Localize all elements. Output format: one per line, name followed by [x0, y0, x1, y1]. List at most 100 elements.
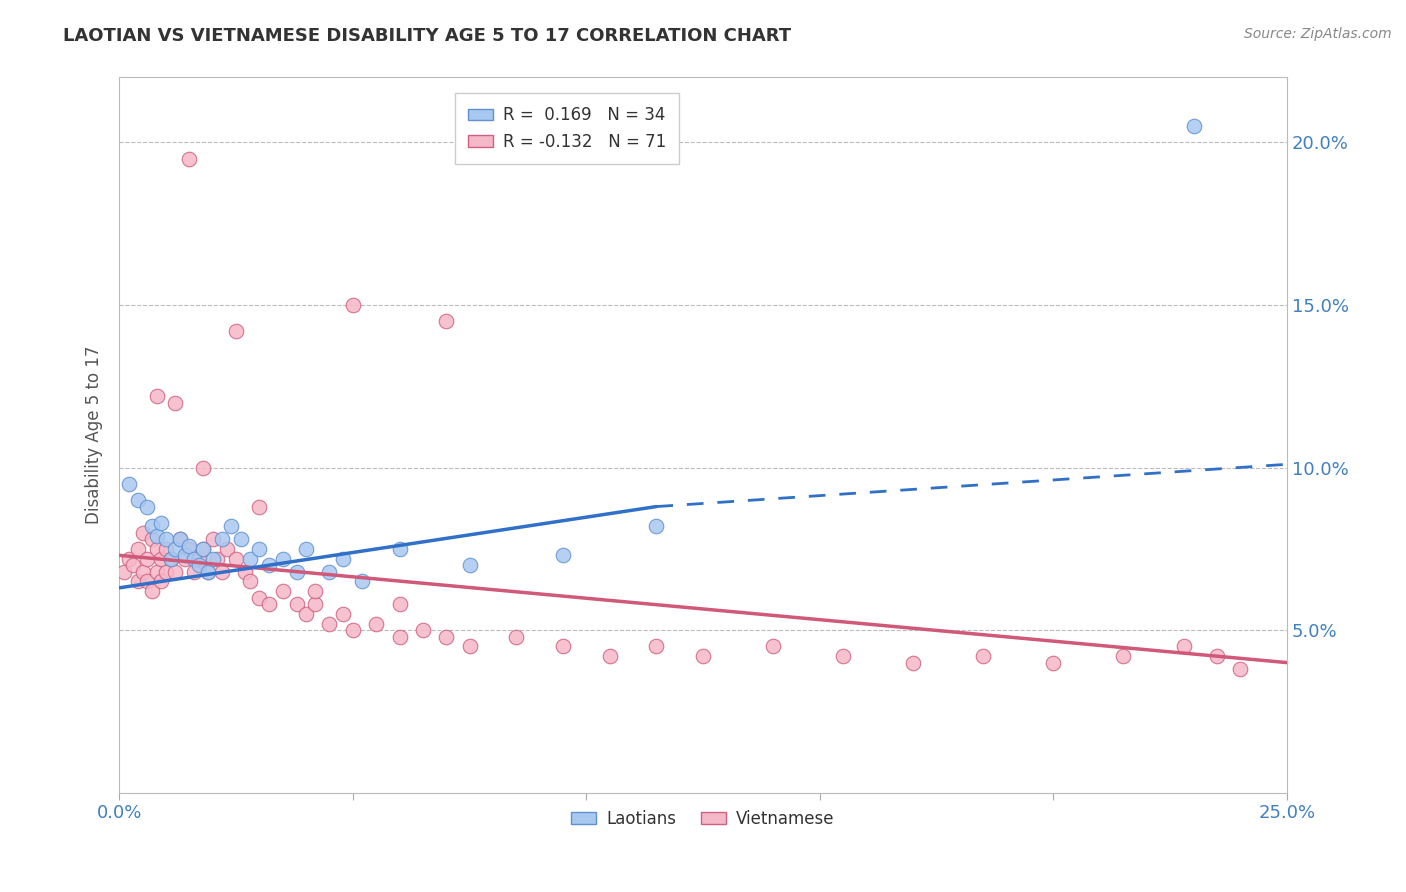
Point — [201, 551, 224, 566]
Point — [150, 516, 173, 530]
Point — [412, 623, 434, 637]
Point — [342, 623, 364, 637]
Point — [183, 551, 205, 566]
Point — [207, 551, 229, 566]
Point — [193, 460, 215, 475]
Point — [211, 565, 233, 579]
Point — [145, 529, 167, 543]
Point — [295, 541, 318, 556]
Y-axis label: Disability Age 5 to 17: Disability Age 5 to 17 — [86, 346, 103, 524]
Point — [201, 532, 224, 546]
Point — [193, 541, 215, 556]
Point — [229, 532, 252, 546]
Point — [434, 630, 457, 644]
Point — [150, 574, 173, 589]
Point — [173, 549, 195, 563]
Point — [332, 607, 354, 621]
Point — [145, 565, 167, 579]
Point — [169, 532, 191, 546]
Point — [235, 565, 257, 579]
Point — [136, 574, 159, 589]
Point — [211, 532, 233, 546]
Point — [131, 525, 153, 540]
Point — [1229, 662, 1251, 676]
Text: Source: ZipAtlas.com: Source: ZipAtlas.com — [1244, 27, 1392, 41]
Point — [972, 649, 994, 664]
Point — [225, 551, 247, 566]
Point — [1042, 656, 1064, 670]
Point — [141, 519, 163, 533]
Point — [388, 597, 411, 611]
Point — [551, 640, 574, 654]
Point — [247, 591, 270, 605]
Point — [505, 630, 527, 644]
Point — [388, 630, 411, 644]
Point — [388, 541, 411, 556]
Point — [150, 551, 173, 566]
Point — [127, 541, 149, 556]
Point — [117, 476, 139, 491]
Point — [179, 541, 201, 556]
Point — [366, 616, 388, 631]
Point — [197, 565, 219, 579]
Point — [193, 541, 215, 556]
Point — [304, 597, 326, 611]
Point — [285, 597, 308, 611]
Point — [304, 584, 326, 599]
Text: LAOTIAN VS VIETNAMESE DISABILITY AGE 5 TO 17 CORRELATION CHART: LAOTIAN VS VIETNAMESE DISABILITY AGE 5 T… — [63, 27, 792, 45]
Point — [295, 607, 318, 621]
Point — [318, 616, 340, 631]
Point — [183, 565, 205, 579]
Point — [762, 640, 785, 654]
Point — [257, 597, 280, 611]
Point — [145, 389, 167, 403]
Point — [155, 532, 177, 546]
Point — [141, 584, 163, 599]
Point — [221, 519, 243, 533]
Point — [247, 500, 270, 514]
Point — [165, 565, 187, 579]
Point — [215, 541, 238, 556]
Point — [165, 395, 187, 409]
Point — [127, 574, 149, 589]
Point — [257, 558, 280, 573]
Point — [165, 541, 187, 556]
Point — [458, 640, 481, 654]
Point — [225, 324, 247, 338]
Point — [318, 565, 340, 579]
Point — [141, 532, 163, 546]
Legend: Laotians, Vietnamese: Laotians, Vietnamese — [565, 803, 842, 834]
Point — [832, 649, 855, 664]
Point — [112, 565, 135, 579]
Point — [187, 551, 209, 566]
Point — [903, 656, 925, 670]
Point — [131, 565, 153, 579]
Point — [136, 551, 159, 566]
Point — [271, 584, 294, 599]
Point — [179, 152, 201, 166]
Point — [173, 551, 195, 566]
Point — [117, 551, 139, 566]
Point — [169, 532, 191, 546]
Point — [136, 500, 159, 514]
Point — [179, 539, 201, 553]
Point — [458, 558, 481, 573]
Point — [187, 558, 209, 573]
Point — [285, 565, 308, 579]
Point — [692, 649, 714, 664]
Point — [122, 558, 145, 573]
Point — [1206, 649, 1229, 664]
Point — [271, 551, 294, 566]
Point — [247, 541, 270, 556]
Point — [645, 640, 668, 654]
Point — [239, 574, 262, 589]
Point — [551, 549, 574, 563]
Point — [342, 298, 364, 312]
Point — [127, 493, 149, 508]
Point — [1112, 649, 1135, 664]
Point — [645, 519, 668, 533]
Point — [434, 314, 457, 328]
Point — [155, 541, 177, 556]
Point — [1173, 640, 1195, 654]
Point — [352, 574, 374, 589]
